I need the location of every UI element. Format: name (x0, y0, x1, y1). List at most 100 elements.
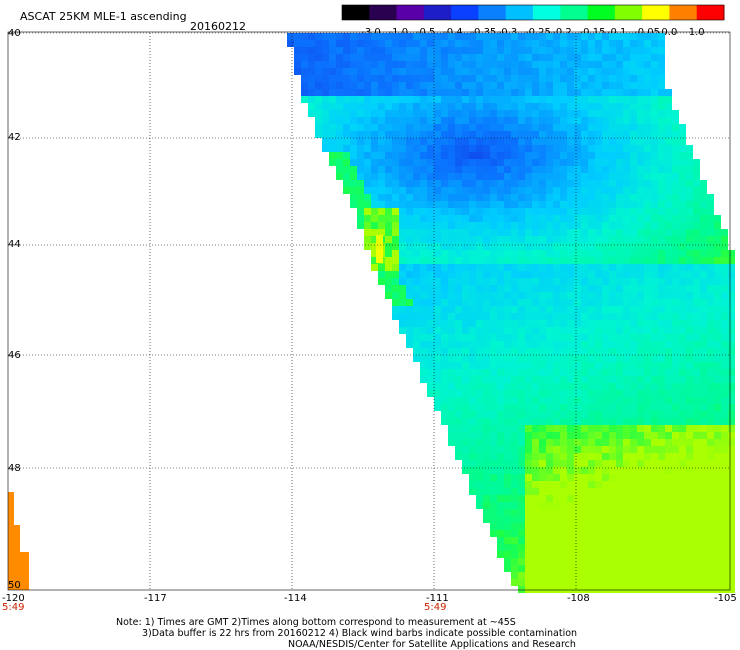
swath-cell (455, 292, 462, 299)
swath-cell (665, 467, 672, 474)
swath-cell (532, 467, 539, 474)
swath-cell (490, 397, 497, 404)
swath-cell (658, 215, 665, 222)
swath-cell (553, 383, 560, 390)
swath-cell (637, 89, 644, 96)
swath-cell (434, 103, 441, 110)
swath-cell (420, 145, 427, 152)
swath-cell (322, 75, 329, 82)
swath-cell (420, 243, 427, 250)
swath-cell (616, 89, 623, 96)
swath-cell (630, 215, 637, 222)
swath-cell (462, 236, 469, 243)
swath-cell (441, 397, 448, 404)
swath-cell (728, 544, 735, 551)
swath-cell (392, 103, 399, 110)
swath-cell (455, 369, 462, 376)
swath-cell (462, 404, 469, 411)
swath-cell (665, 327, 672, 334)
swath-cell (609, 579, 616, 586)
swath-cell (504, 138, 511, 145)
swath-cell (469, 439, 476, 446)
swath-cell (560, 376, 567, 383)
swath-cell (630, 187, 637, 194)
swath-cell (441, 180, 448, 187)
swath-cell (469, 40, 476, 47)
swath-cell (490, 460, 497, 467)
swath-cell (364, 82, 371, 89)
swath-cell (560, 236, 567, 243)
swath-cell (637, 257, 644, 264)
swath-cell (476, 397, 483, 404)
swath-cell (546, 180, 553, 187)
swath-cell (532, 488, 539, 495)
swath-cell (504, 411, 511, 418)
swath-cell (658, 222, 665, 229)
swath-cell (469, 355, 476, 362)
swath-cell (644, 488, 651, 495)
swath-cell (609, 453, 616, 460)
swath-cell (511, 173, 518, 180)
swath-cell (588, 61, 595, 68)
swath-cell (630, 236, 637, 243)
swath-cell (476, 145, 483, 152)
swath-cell (679, 502, 686, 509)
swath-cell (609, 341, 616, 348)
swath-cell (532, 124, 539, 131)
swath-cell (602, 397, 609, 404)
swath-cell (399, 299, 406, 306)
swath-cell (658, 145, 665, 152)
swath-cell (637, 236, 644, 243)
swath-cell (679, 159, 686, 166)
swath-cell (630, 334, 637, 341)
swath-cell (378, 75, 385, 82)
swath-cell (630, 327, 637, 334)
swath-cell (595, 194, 602, 201)
swath-cell (406, 75, 413, 82)
swath-cell (658, 572, 665, 579)
swath-cell (462, 271, 469, 278)
swath-cell (483, 236, 490, 243)
swath-cell (511, 166, 518, 173)
swath-cell (581, 579, 588, 586)
swath-cell (357, 152, 364, 159)
swath-cell (714, 425, 721, 432)
swath-cell (532, 348, 539, 355)
swath-cell (406, 250, 413, 257)
swath-cell (385, 285, 392, 292)
swath-cell (532, 299, 539, 306)
swath-cell (623, 166, 630, 173)
swath-cell (427, 257, 434, 264)
swath-cell (567, 509, 574, 516)
swath-cell (553, 481, 560, 488)
swath-cell (525, 397, 532, 404)
swath-cell (609, 201, 616, 208)
swath-cell (448, 432, 455, 439)
swath-cell (490, 152, 497, 159)
swath-cell (616, 215, 623, 222)
swath-cell (728, 264, 735, 271)
swath-cell (602, 355, 609, 362)
swath-cell (714, 565, 721, 572)
swath-cell (623, 96, 630, 103)
swath-cell (693, 502, 700, 509)
swath-cell (518, 222, 525, 229)
swath-cell (616, 474, 623, 481)
swath-cell (448, 369, 455, 376)
swath-cell (469, 271, 476, 278)
swath-cell (553, 215, 560, 222)
swath-cell (658, 481, 665, 488)
swath-cell (714, 516, 721, 523)
swath-cell (728, 341, 735, 348)
swath-cell (497, 68, 504, 75)
swath-cell (532, 229, 539, 236)
swath-cell (693, 481, 700, 488)
swath-cell (574, 54, 581, 61)
swath-cell (686, 488, 693, 495)
swath-cell (504, 495, 511, 502)
swath-cell (693, 418, 700, 425)
swath-cell (364, 222, 371, 229)
swath-cell (497, 82, 504, 89)
swath-cell (574, 257, 581, 264)
swath-cell (574, 159, 581, 166)
